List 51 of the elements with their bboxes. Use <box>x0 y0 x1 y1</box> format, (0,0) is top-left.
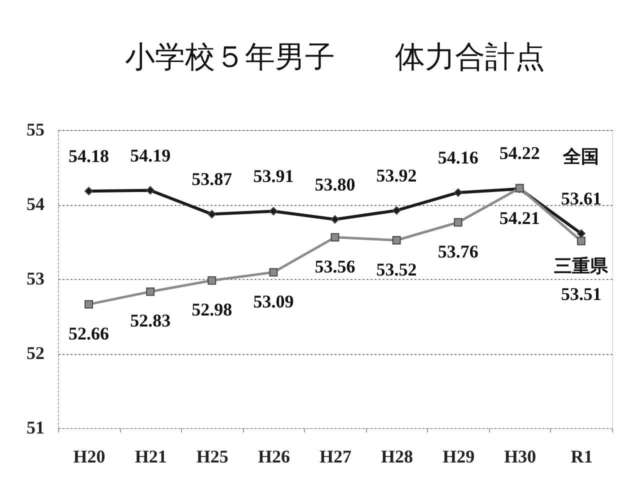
point <box>208 210 216 218</box>
data-label: 53.87 <box>192 169 232 190</box>
data-label: 54.18 <box>68 146 110 166</box>
point <box>84 300 93 309</box>
chart-title: 小学校５年男子 体力合計点 <box>125 40 545 75</box>
x-tick-label: H30 <box>504 446 536 466</box>
point <box>330 215 340 224</box>
point <box>330 233 340 242</box>
data-label: 53.76 <box>438 241 478 262</box>
x-tick-label: R1 <box>570 446 593 466</box>
series-label: 三重県 <box>554 256 610 276</box>
data-label: 53.51 <box>560 284 602 304</box>
data-label: 53.09 <box>253 291 294 312</box>
point <box>146 186 155 195</box>
data-label: 54.22 <box>499 143 540 164</box>
point <box>269 268 278 277</box>
data-label: 53.80 <box>314 174 356 194</box>
point <box>146 287 155 296</box>
data-label: 53.91 <box>253 166 294 186</box>
data-label: 53.52 <box>376 259 417 280</box>
point <box>454 188 462 197</box>
data-label: 54.16 <box>438 148 478 168</box>
point <box>392 236 401 244</box>
data-label: 54.21 <box>499 208 540 228</box>
data-label: 52.98 <box>192 299 232 320</box>
y-tick-label: 54 <box>26 194 44 214</box>
text: 全国 <box>562 146 600 167</box>
data-label: 53.92 <box>376 165 417 186</box>
x-tick-label: H28 <box>381 446 414 466</box>
x-tick-label: H27 <box>319 446 352 466</box>
x-tick-label: H25 <box>196 446 228 466</box>
point <box>577 229 586 238</box>
x-tick-label: H29 <box>442 446 475 466</box>
data-label: 53.56 <box>314 256 356 276</box>
point <box>392 206 401 215</box>
x-tick-label: H20 <box>73 446 106 466</box>
y-tick-label: 51 <box>26 418 44 438</box>
data-label: 52.66 <box>68 323 110 344</box>
data-label: 52.83 <box>130 310 171 331</box>
x-tick-label: H21 <box>134 446 167 466</box>
y-tick-label: 53 <box>26 268 44 288</box>
data-label: 53.61 <box>560 188 602 209</box>
x-tick-label: H26 <box>258 446 290 466</box>
point <box>269 206 278 216</box>
y-tick-label: 52 <box>26 343 44 363</box>
y-tick-label: 55 <box>26 120 44 140</box>
point <box>208 276 216 285</box>
point <box>84 186 93 196</box>
data-label: 54.19 <box>130 145 171 166</box>
point <box>454 218 462 227</box>
point <box>577 236 586 246</box>
